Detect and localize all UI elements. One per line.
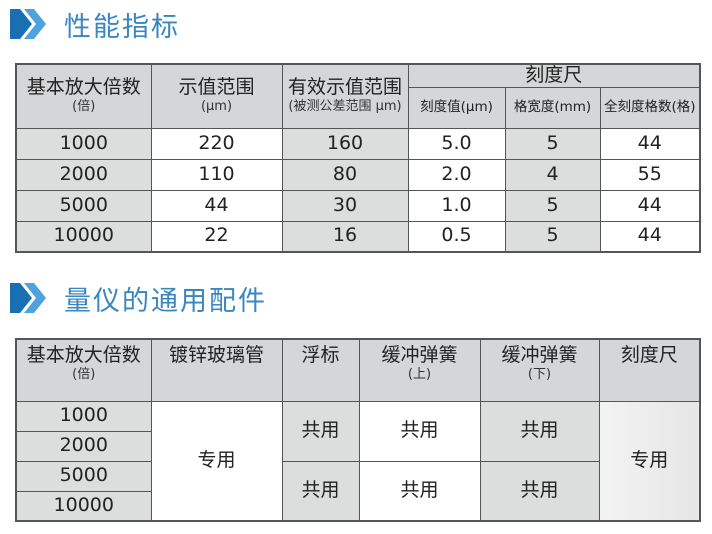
total-grids-cell: 44 — [599, 220, 701, 253]
effective-range-cell: 30 — [281, 189, 409, 222]
header-range: 示值范围 (μm) — [150, 63, 283, 129]
table-row: 1000 220 160 5.0 5 44 — [15, 127, 701, 160]
grid-width-cell: 5 — [504, 220, 601, 253]
tube-cell: 专用 — [150, 400, 283, 522]
scale-cell: 专用 — [598, 400, 701, 522]
magnification-cell: 10000 — [15, 490, 152, 522]
grid-width-cell: 4 — [504, 158, 601, 191]
magnification-cell: 2000 — [15, 430, 152, 462]
double-chevron-right-icon — [10, 9, 52, 39]
double-chevron-right-icon — [10, 283, 52, 313]
header-magnification: 基本放大倍数 (倍) — [15, 63, 152, 129]
magnification-cell: 10000 — [15, 220, 152, 253]
magnification-cell: 5000 — [15, 189, 152, 222]
spring-upper-cell: 共用 — [358, 400, 481, 462]
table-row: 2000 110 80 2.0 4 55 — [15, 158, 701, 191]
range-cell: 110 — [150, 158, 283, 191]
header-total-grids: 全刻度格数(格) — [599, 86, 701, 129]
header-scale: 刻度尺 — [407, 63, 701, 88]
scale-value-cell: 2.0 — [407, 158, 506, 191]
magnification-cell: 1000 — [15, 400, 152, 432]
header-float: 浮标 — [281, 338, 360, 402]
scale-value-cell: 1.0 — [407, 189, 506, 222]
section-title-performance: 性能指标 — [10, 4, 180, 44]
magnification-cell: 5000 — [15, 460, 152, 492]
accessories-table: 基本放大倍数 (倍) 镀锌玻璃管 浮标 缓冲弹簧 (上) 缓冲弹簧 (下) 刻度尺 1… — [15, 338, 701, 522]
header-grid-width: 格宽度(mm) — [504, 86, 601, 129]
table-row: 5000 44 30 1.0 5 44 — [15, 189, 701, 222]
section-title-text: 量仪的通用配件 — [64, 285, 267, 317]
magnification-cell: 1000 — [15, 127, 152, 160]
total-grids-cell: 44 — [599, 189, 701, 222]
header-scale-value: 刻度值(μm) — [407, 86, 506, 129]
magnification-cell: 2000 — [15, 158, 152, 191]
section-title-accessories: 量仪的通用配件 — [10, 278, 267, 318]
header-spring-lower: 缓冲弹簧 (下) — [479, 338, 600, 402]
header-magnification: 基本放大倍数 (倍) — [15, 338, 152, 402]
spring-lower-cell: 共用 — [479, 460, 600, 522]
header-tube: 镀锌玻璃管 — [150, 338, 283, 402]
range-cell: 220 — [150, 127, 283, 160]
table-row: 10000 22 16 0.5 5 44 — [15, 220, 701, 253]
spring-upper-cell: 共用 — [358, 460, 481, 522]
float-cell: 共用 — [281, 400, 360, 462]
scale-value-cell: 5.0 — [407, 127, 506, 160]
total-grids-cell: 44 — [599, 127, 701, 160]
total-grids-cell: 55 — [599, 158, 701, 191]
header-spring-upper: 缓冲弹簧 (上) — [358, 338, 481, 402]
spring-lower-cell: 共用 — [479, 400, 600, 462]
effective-range-cell: 16 — [281, 220, 409, 253]
header-scale: 刻度尺 — [598, 338, 701, 402]
effective-range-cell: 160 — [281, 127, 409, 160]
scale-value-cell: 0.5 — [407, 220, 506, 253]
float-cell: 共用 — [281, 460, 360, 522]
performance-table: 基本放大倍数 (倍) 示值范围 (μm) 有效示值范围 (被测公差范围 μm) 刻度尺… — [15, 63, 702, 253]
range-cell: 44 — [150, 189, 283, 222]
effective-range-cell: 80 — [281, 158, 409, 191]
section-title-text: 性能指标 — [64, 11, 180, 43]
range-cell: 22 — [150, 220, 283, 253]
header-effective-range: 有效示值范围 (被测公差范围 μm) — [281, 63, 409, 129]
grid-width-cell: 5 — [504, 127, 601, 160]
grid-width-cell: 5 — [504, 189, 601, 222]
